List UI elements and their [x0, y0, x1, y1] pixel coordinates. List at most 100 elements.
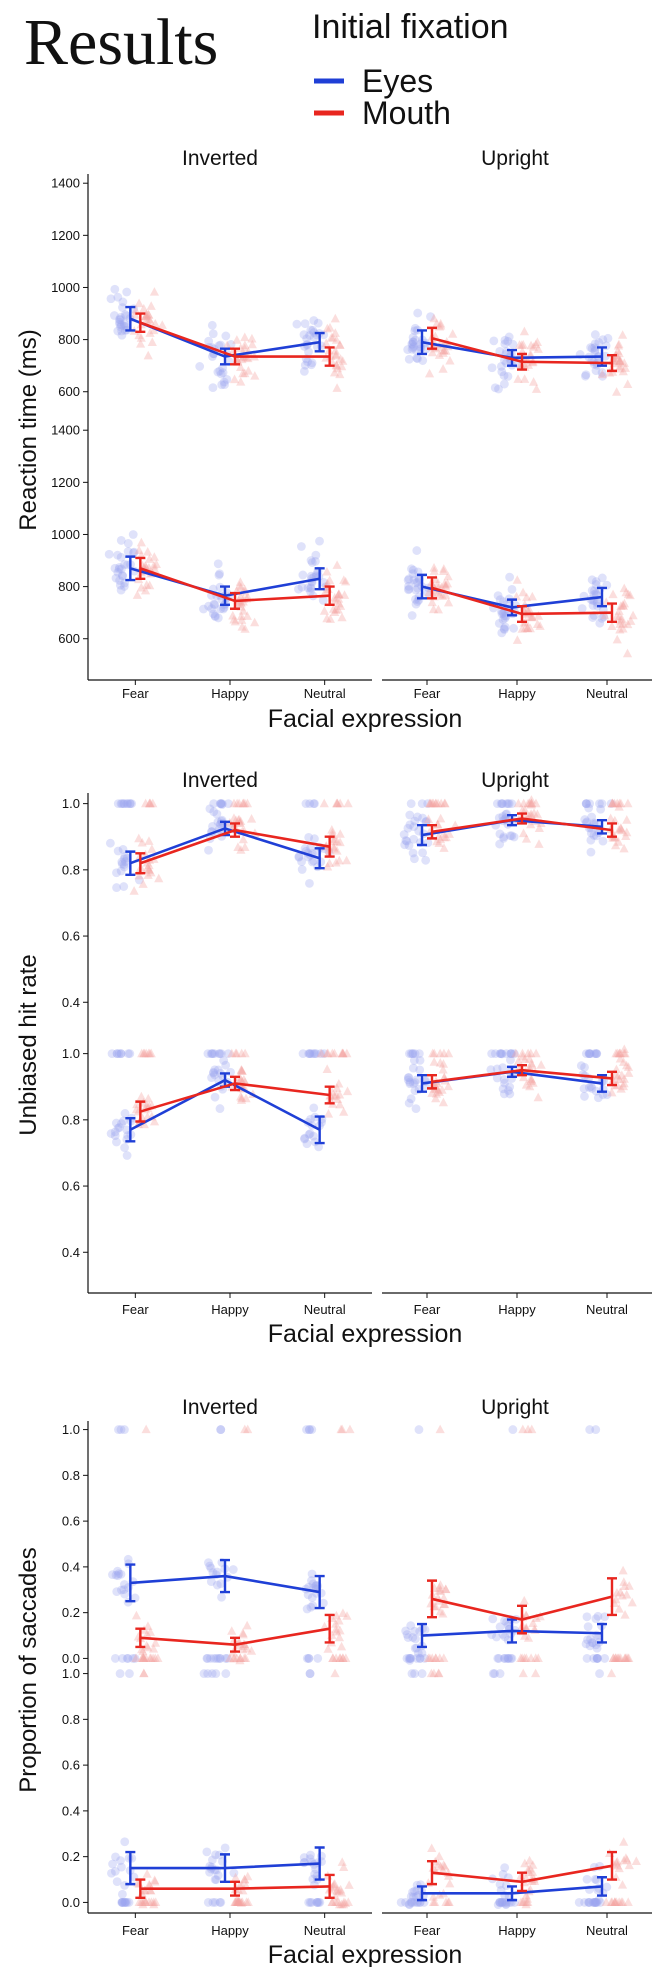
- mouth-participant-point: [614, 1604, 624, 1613]
- eyes-participant-point: [113, 799, 123, 809]
- mouth-participant-point: [241, 1653, 251, 1663]
- eyes-participant-point: [589, 830, 599, 840]
- eyes-participant-point: [408, 1049, 418, 1059]
- eyes-participant-point: [408, 1892, 418, 1902]
- eyes-participant-point: [405, 820, 415, 830]
- eyes-participant-point: [298, 1049, 308, 1059]
- mouth-participant-point: [427, 1088, 437, 1097]
- eyes-participant-point: [410, 1669, 420, 1678]
- eyes-participant-point: [209, 1068, 218, 1078]
- mouth-participant-point: [140, 585, 151, 595]
- mouth-participant-point: [615, 1048, 625, 1058]
- mouth-participant-point: [606, 1897, 616, 1907]
- mouth-participant-point: [137, 1653, 147, 1663]
- mouth-participant-point: [138, 1899, 148, 1909]
- mouth-participant-point: [531, 1613, 541, 1622]
- eyes-participant-point: [117, 326, 127, 336]
- mouth-participant-point: [144, 310, 154, 319]
- eyes-participant-point: [594, 1895, 604, 1905]
- eyes-participant-point: [115, 317, 124, 327]
- mouth-participant-point: [628, 610, 638, 620]
- mouth-participant-point: [612, 387, 622, 396]
- mouth-participant-point: [153, 1653, 163, 1663]
- mouth-error-bar: [135, 1878, 146, 1900]
- eyes-participant-point: [495, 595, 505, 605]
- eyes-participant-point: [595, 1898, 605, 1907]
- mouth-error-bar: [324, 1085, 335, 1105]
- mouth-participant-point: [142, 580, 152, 589]
- mouth-participant-point: [134, 330, 144, 340]
- mouth-participant-point: [428, 604, 439, 614]
- mouth-participant-point: [620, 363, 630, 372]
- eyes-participant-point: [209, 599, 219, 609]
- eyes-participant-point: [594, 338, 604, 347]
- eyes-participant-point: [408, 1049, 418, 1059]
- eyes-participant-point: [117, 330, 127, 340]
- y-tick-label: 0.4: [62, 1559, 80, 1574]
- x-tick-label-fear: Fear: [414, 1923, 441, 1938]
- y-tick-label: 0.6: [62, 1514, 80, 1529]
- eyes-participant-point: [210, 1092, 220, 1102]
- mouth-participant-point: [527, 1060, 537, 1069]
- y-tick-label: 0.6: [62, 1758, 80, 1773]
- mouth-participant-point: [225, 1653, 235, 1663]
- mouth-participant-point: [326, 332, 337, 342]
- eyes-participant-point: [216, 369, 226, 379]
- mouth-participant-point: [609, 798, 620, 808]
- y-tick-label: 600: [58, 631, 80, 646]
- mouth-participant-point: [438, 1059, 449, 1068]
- x-tick-label-neutral: Neutral: [304, 686, 346, 701]
- mouth-participant-point: [526, 819, 536, 829]
- mouth-participant-point: [330, 328, 340, 337]
- eyes-participant-point: [497, 799, 507, 809]
- eyes-participant-point: [125, 799, 135, 809]
- eyes-participant-point: [582, 799, 591, 809]
- mouth-participant-point: [237, 615, 247, 624]
- mouth-participant-point: [322, 1048, 332, 1058]
- mouth-participant-point: [427, 798, 437, 808]
- eyes-participant-point: [304, 1130, 314, 1139]
- eyes-participant-point: [305, 1898, 315, 1907]
- mouth-participant-point: [613, 346, 623, 355]
- eyes-participant-point: [504, 332, 514, 342]
- eyes-participant-point: [403, 1075, 413, 1085]
- eyes-error-bar: [597, 818, 607, 835]
- mouth-participant-point: [236, 611, 246, 621]
- mouth-participant-point: [143, 862, 153, 872]
- mouth-participant-point: [230, 616, 240, 626]
- y-axis-label: Reaction time (ms): [15, 329, 42, 530]
- mouth-participant-point: [233, 1897, 244, 1907]
- eyes-participant-point: [500, 622, 510, 632]
- mouth-participant-point: [438, 1865, 448, 1875]
- mouth-participant-point: [236, 582, 246, 592]
- mouth-participant-point: [435, 1606, 445, 1616]
- mouth-participant-point: [336, 1899, 347, 1909]
- mouth-participant-point: [235, 1653, 245, 1663]
- mouth-participant-point: [322, 1064, 332, 1073]
- mouth-participant-point: [615, 615, 625, 625]
- mouth-participant-point: [426, 798, 436, 808]
- mouth-participant-point: [512, 635, 523, 644]
- eyes-participant-point: [507, 1654, 517, 1663]
- mouth-participant-point: [148, 1644, 159, 1653]
- mouth-participant-point: [439, 798, 450, 808]
- mouth-participant-point: [614, 606, 624, 615]
- eyes-participant-point: [409, 1079, 418, 1088]
- mouth-participant-point: [236, 1065, 246, 1075]
- eyes-participant-point: [591, 366, 601, 376]
- eyes-participant-point: [117, 1898, 127, 1907]
- y-tick-label: 0.0: [62, 1895, 80, 1910]
- mouth-participant-point: [431, 1653, 441, 1663]
- mouth-participant-point: [518, 1424, 528, 1434]
- mouth-participant-point: [339, 575, 349, 584]
- eyes-participant-point: [404, 1073, 414, 1082]
- eyes-participant-point: [585, 1049, 595, 1059]
- eyes-participant-point: [599, 612, 609, 622]
- eyes-participant-point: [104, 549, 114, 559]
- eyes-participant-point: [497, 799, 507, 809]
- x-tick-label-neutral: Neutral: [586, 1302, 628, 1317]
- eyes-participant-point: [309, 1131, 318, 1141]
- mouth-participant-point: [519, 1072, 529, 1082]
- mouth-participant-point: [436, 798, 446, 808]
- mouth-participant-point: [138, 1651, 148, 1661]
